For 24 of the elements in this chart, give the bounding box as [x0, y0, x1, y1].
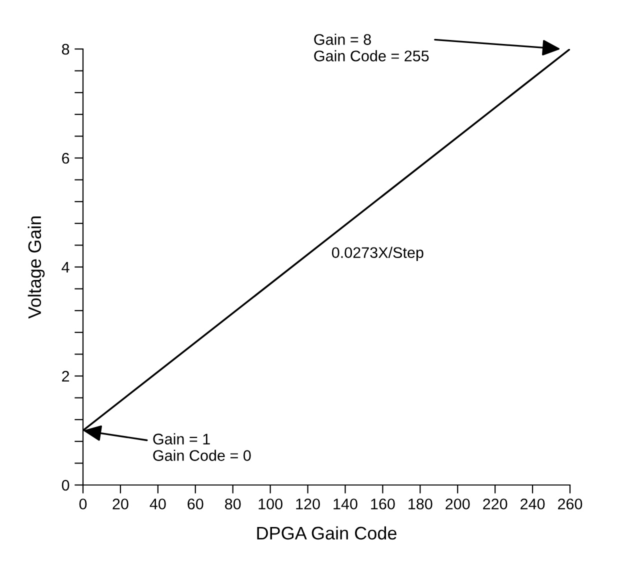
y-tick-label: 8: [62, 44, 70, 55]
x-tick-label: 240: [520, 498, 545, 510]
x-tick-label: 260: [558, 498, 582, 510]
x-axis-title: DPGA Gain Code: [257, 526, 396, 540]
y-tick-label: 4: [62, 262, 70, 273]
x-tick-label: 20: [112, 498, 128, 510]
x-tick-label: 220: [483, 498, 508, 510]
x-tick-label: 180: [408, 498, 432, 510]
x-tick-label: 80: [225, 498, 241, 510]
x-tick-label: 160: [371, 498, 395, 510]
y-tick-label: 0: [62, 480, 70, 491]
x-tick-label: 140: [334, 498, 358, 510]
y-tick-label: 2: [62, 370, 70, 382]
x-tick-label: 200: [446, 498, 470, 510]
annotation: Gain = 8 Gain Code = 255: [314, 34, 429, 62]
x-tick-label: 100: [258, 498, 282, 510]
annotation: Gain = 1 Gain Code = 0: [153, 433, 251, 461]
y-tick-label: 6: [62, 152, 70, 164]
y-axis-title: Voltage Gain: [28, 216, 45, 319]
x-tick-label: 60: [188, 498, 204, 510]
x-tick-label: 40: [150, 498, 166, 510]
x-tick-label: 120: [296, 498, 320, 510]
annotation: 0.0273X/Step: [332, 246, 424, 262]
x-tick-label: 0: [79, 498, 87, 510]
